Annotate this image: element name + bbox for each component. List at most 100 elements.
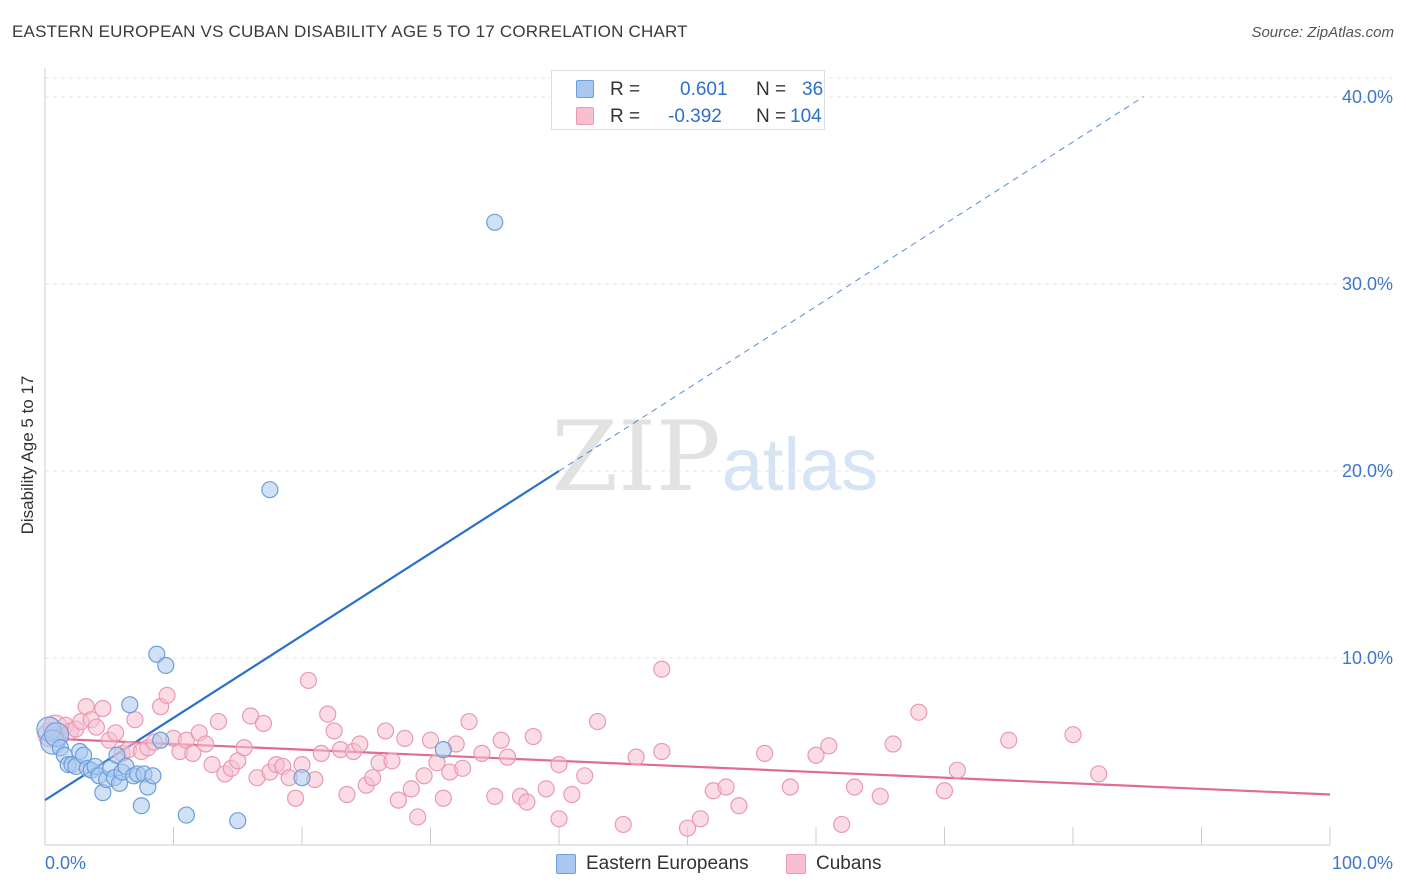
- cuban-point: [537, 780, 555, 798]
- cuban-point: [325, 722, 343, 740]
- cuban-point: [364, 769, 382, 787]
- legend-r-value-cuban: -0.392: [668, 106, 722, 127]
- cuban-points: [37, 660, 1108, 837]
- trend-line-eastern-european-extension: [558, 96, 1144, 472]
- cuban-point: [492, 731, 510, 749]
- cuban-point: [396, 729, 414, 748]
- cuban-point: [524, 727, 542, 746]
- cuban-point: [473, 744, 491, 762]
- cuban-point: [627, 748, 645, 766]
- cuban-point: [845, 778, 864, 796]
- cuban-point: [415, 767, 433, 785]
- legend-row-cuban: R = -0.392 N = 104: [576, 104, 826, 127]
- cuban-point: [87, 718, 106, 736]
- cuban-point: [434, 789, 452, 807]
- cuban-point: [807, 746, 825, 764]
- cuban-point: [781, 778, 799, 796]
- cuban-point: [576, 767, 594, 785]
- cuban-point: [1000, 731, 1018, 749]
- eastern-european-point: [486, 213, 504, 231]
- cuban-point: [563, 785, 581, 804]
- source-label[interactable]: Source: ZipAtlas.com: [1251, 24, 1394, 41]
- cuban-point: [678, 819, 697, 837]
- legend-swatch-cuban: [576, 107, 594, 125]
- cuban-point: [1064, 726, 1082, 744]
- trend-line-cuban: [44, 737, 1331, 796]
- cuban-point: [550, 810, 568, 828]
- eastern-european-point: [152, 731, 170, 749]
- cuban-point: [158, 686, 176, 705]
- cuban-point: [755, 744, 774, 762]
- cuban-point: [402, 780, 420, 798]
- cuban-point: [312, 744, 330, 762]
- eastern-european-point: [261, 481, 279, 499]
- cuban-point: [235, 739, 253, 757]
- cuban-point: [614, 815, 632, 834]
- cuban-point: [653, 742, 671, 761]
- cuban-point: [653, 660, 671, 678]
- y-tick-label: 30.0%: [1342, 274, 1393, 294]
- y-tick-label: 40.0%: [1342, 87, 1393, 107]
- x-tick-label-min: 0.0%: [45, 853, 86, 873]
- cuban-point: [389, 791, 407, 809]
- eastern-european-point: [132, 797, 150, 815]
- legend-r-value-eastern: 0.601: [680, 79, 728, 100]
- watermark-atlas: atlas: [722, 423, 878, 506]
- cuban-point: [421, 731, 440, 749]
- cuban-point: [376, 722, 395, 740]
- cuban-point: [409, 808, 427, 826]
- cuban-point: [518, 793, 536, 811]
- chart-title: EASTERN EUROPEAN VS CUBAN DISABILITY AGE…: [12, 22, 688, 41]
- cuban-point: [871, 787, 889, 805]
- bottom-legend-swatch-cuban: [786, 854, 806, 874]
- watermark: ZIP atlas: [551, 401, 878, 513]
- legend-n-value-cuban: 104: [790, 106, 822, 127]
- cuban-point: [833, 815, 851, 834]
- eastern-european-point: [148, 645, 166, 663]
- cuban-point: [107, 724, 125, 742]
- eastern-european-point: [434, 741, 452, 759]
- eastern-european-point: [121, 696, 139, 714]
- cuban-point: [820, 737, 838, 755]
- eastern-european-point: [108, 746, 126, 764]
- cuban-point: [184, 744, 202, 762]
- legend-r-label: R =: [610, 106, 641, 127]
- cuban-point: [254, 714, 273, 733]
- cuban-point: [126, 711, 144, 729]
- y-tick-label: 10.0%: [1342, 648, 1393, 668]
- legend-n-value-eastern: 36: [802, 79, 824, 100]
- cuban-point: [286, 789, 305, 807]
- cuban-point: [94, 699, 112, 718]
- cuban-point: [338, 785, 356, 804]
- legend-swatch-eastern: [576, 80, 594, 98]
- cuban-point: [383, 752, 401, 770]
- eastern-european-point: [293, 769, 311, 787]
- tick-labels: 10.0% 20.0% 30.0% 40.0% 0.0% 100.0%: [45, 87, 1393, 873]
- cuban-point: [499, 748, 517, 766]
- cuban-point: [209, 712, 228, 731]
- cuban-point: [691, 810, 709, 828]
- bottom-legend-eastern[interactable]: Eastern Europeans: [556, 852, 766, 876]
- eastern-european-point: [229, 812, 247, 830]
- eastern-european-point: [157, 656, 175, 675]
- cuban-point: [948, 761, 966, 779]
- cuban-point: [910, 703, 928, 721]
- bottom-legend-label-cuban: Cubans: [816, 853, 882, 874]
- cuban-point: [197, 735, 215, 753]
- bottom-legend-cuban[interactable]: Cubans: [786, 852, 896, 876]
- cuban-point: [935, 782, 954, 800]
- gridlines: [45, 77, 1392, 659]
- cuban-point: [319, 705, 337, 723]
- cuban-point: [717, 778, 735, 796]
- watermark-zip: ZIP: [551, 401, 720, 513]
- cuban-point: [588, 712, 607, 731]
- cuban-point: [460, 712, 478, 731]
- cuban-point: [1090, 765, 1108, 783]
- cuban-point: [242, 707, 260, 725]
- cuban-point: [203, 755, 221, 774]
- cuban-point: [486, 787, 504, 805]
- eastern-european-point: [177, 806, 195, 824]
- axes: [44, 68, 1331, 846]
- y-tick-label: 20.0%: [1342, 461, 1393, 481]
- cuban-point: [884, 735, 902, 753]
